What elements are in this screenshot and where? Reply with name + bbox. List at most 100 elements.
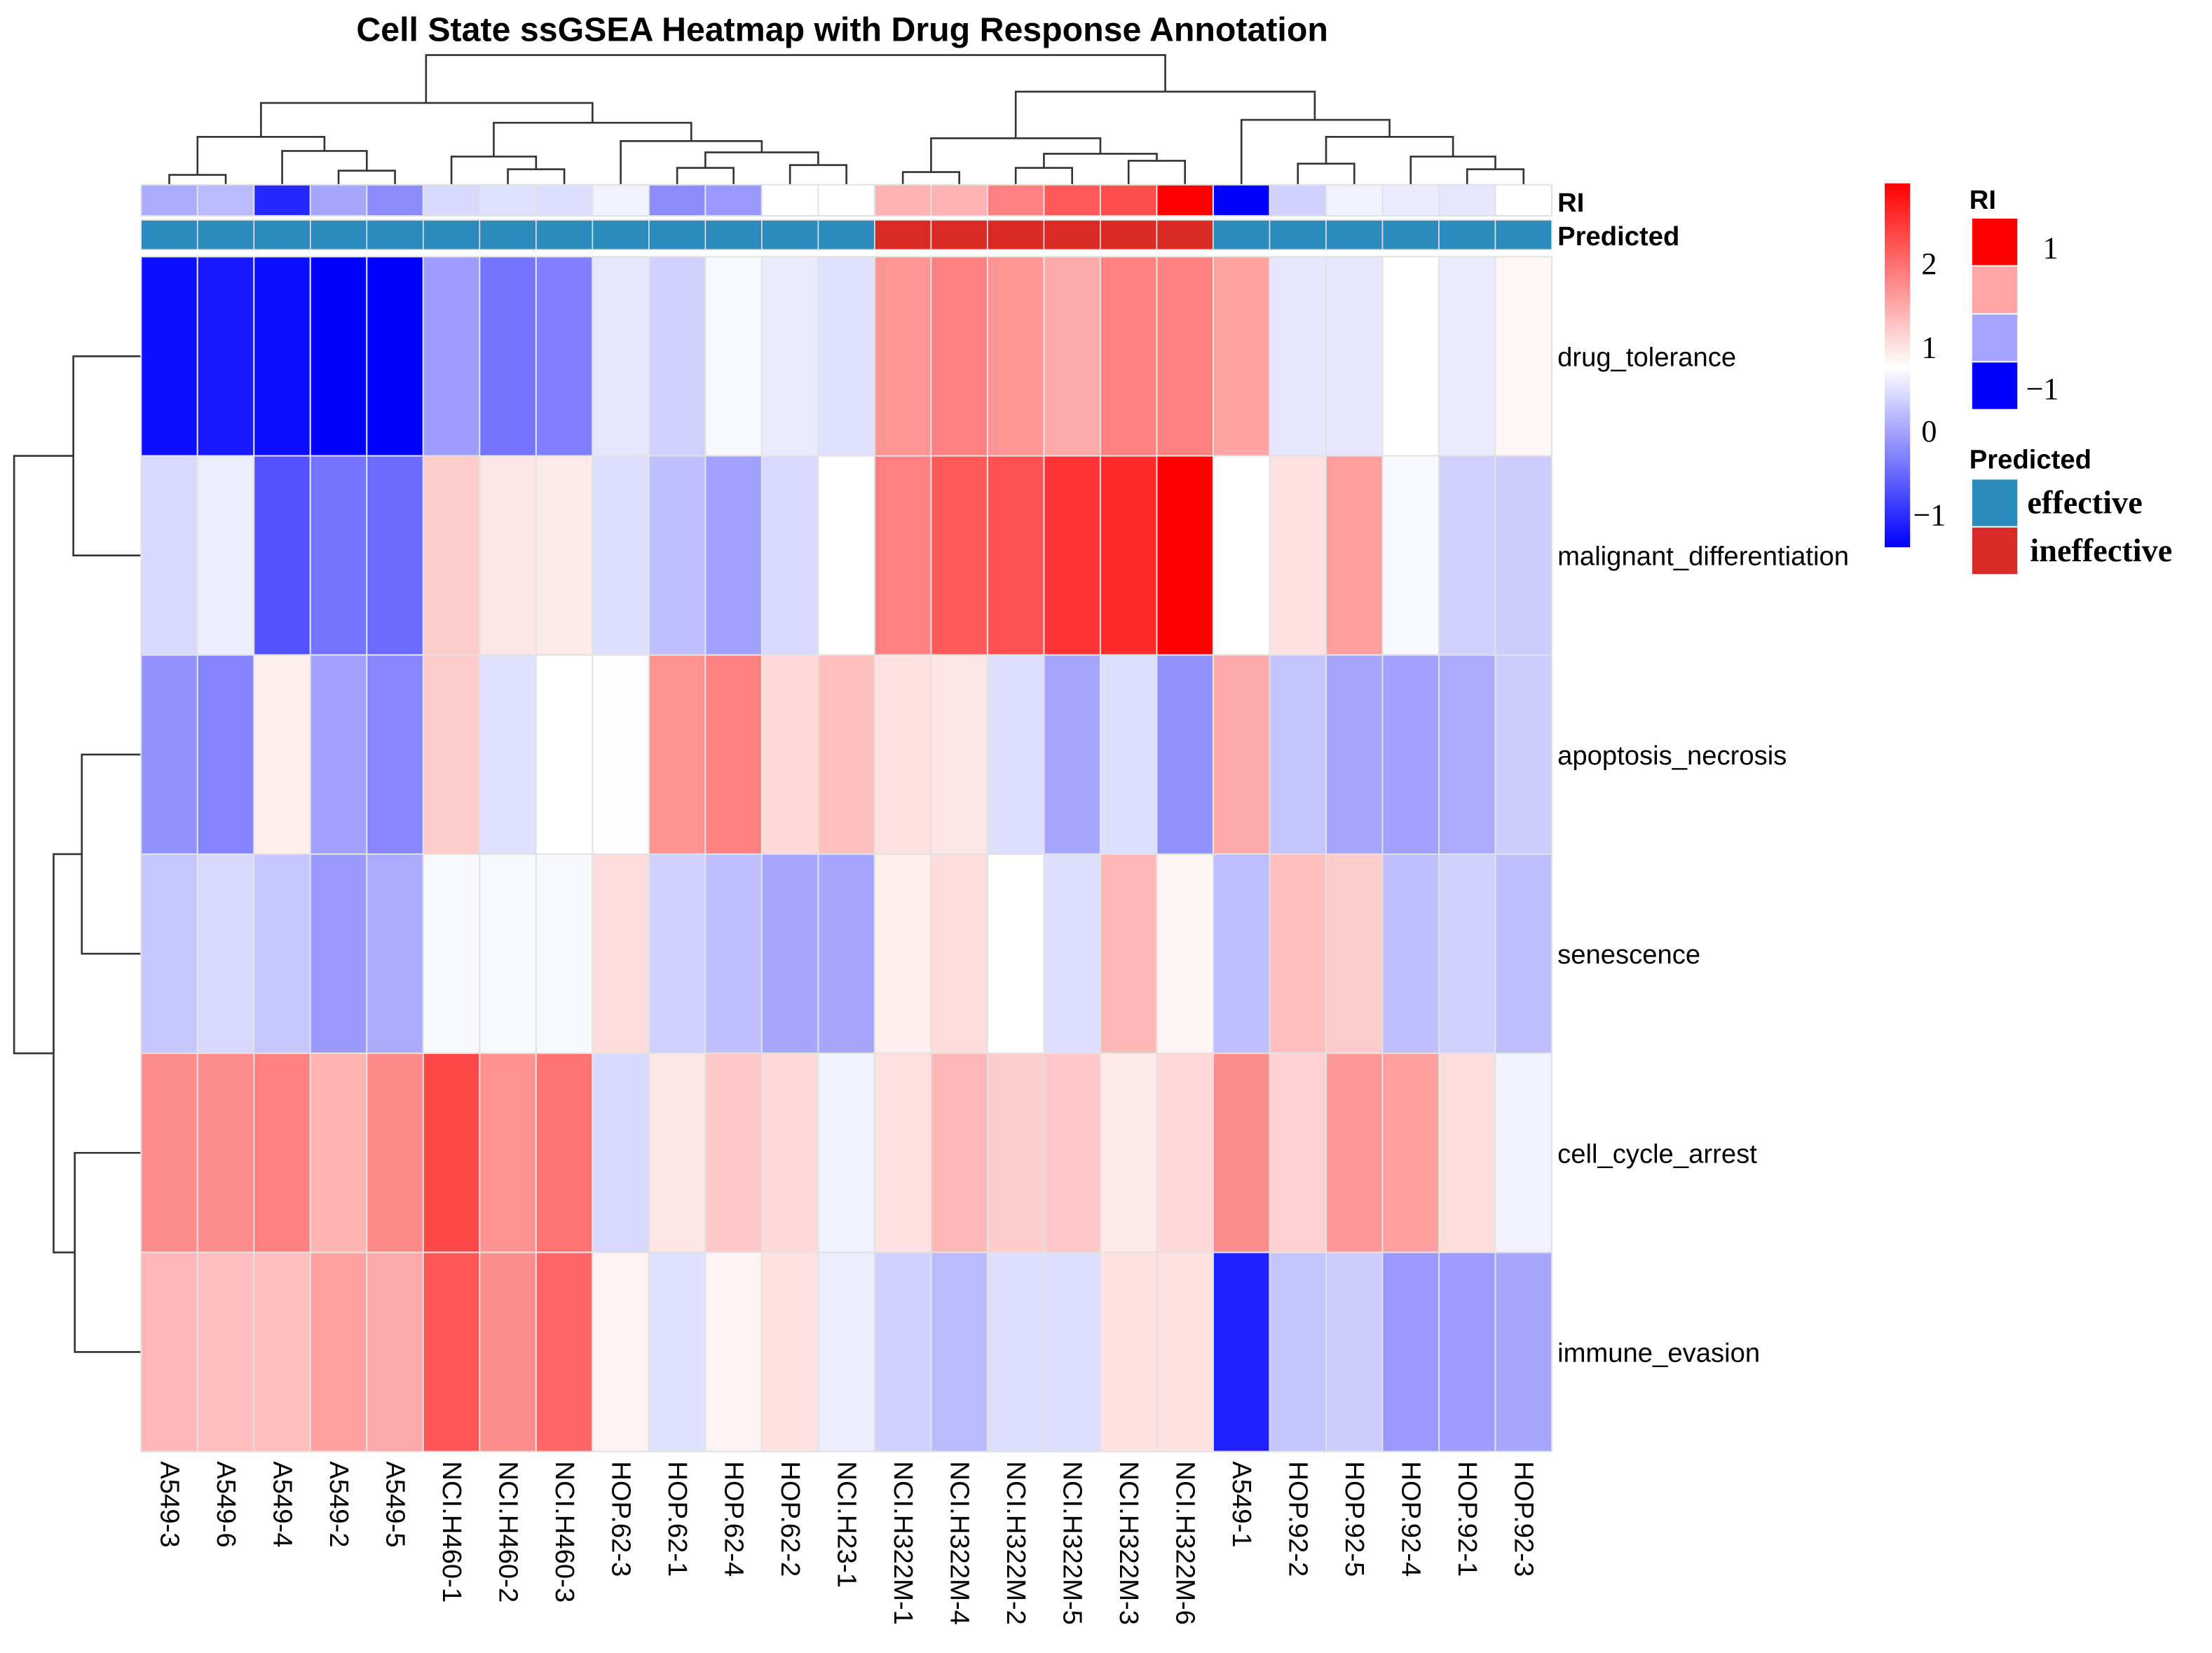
heatmap-cell [1438,1251,1496,1453]
ri-cell [986,184,1045,217]
heatmap-cell [592,853,650,1055]
dendrogram-branch [1297,163,1356,185]
column-label: A549-5 [380,1461,410,1547]
heatmap-cell [1381,1052,1440,1254]
heatmap-cell [479,853,537,1055]
predicted-cell-effective [479,219,537,251]
color-scale-tick: 0 [1921,414,1937,448]
heatmap-cell [309,853,368,1055]
predicted-cell-ineffective [874,219,932,251]
heatmap-cell [1212,853,1271,1055]
heatmap-cell [817,1251,875,1453]
heatmap-cell [704,654,763,855]
ri-legend-swatch [1972,219,2018,266]
heatmap-cell [1099,853,1158,1055]
ri-cell [592,184,650,217]
heatmap-cell [817,256,875,457]
heatmap-cell [930,1052,988,1254]
heatmap-cell [704,455,763,656]
chart-title: Cell State ssGSEA Heatmap with Drug Resp… [356,11,1328,48]
predicted-cell-effective [196,219,255,251]
dendrogram-branch [1014,90,1316,139]
heatmap-cell [1099,654,1158,855]
ri-cell [648,184,706,217]
predicted-cell-ineffective [1100,219,1158,251]
heatmap-cell [140,256,198,457]
column-label: A549-2 [324,1461,354,1547]
heatmap-cell [704,1251,763,1453]
heatmap-cell [760,654,819,855]
dendrogram-branch [1325,135,1454,164]
heatmap-cell [422,1052,481,1254]
column-label: A549-3 [154,1461,184,1547]
heatmap-cell [1438,455,1496,656]
heatmap-cell [1269,654,1327,855]
predicted-cell-effective [366,219,424,251]
ri-cell [1325,184,1384,217]
ri-cell [196,184,255,217]
row-dendrogram [13,355,142,1353]
heatmap-cell [760,1052,819,1254]
ri-cell [1494,184,1553,217]
heatmap-cell [760,256,819,457]
color-scale-tick: 2 [1921,247,1937,281]
ri-cell [817,184,875,217]
predicted-cell-effective [761,219,819,251]
dendrogram-branch [1466,168,1525,185]
dendrogram-branch [425,54,1166,103]
predicted-cell-effective [817,219,875,251]
heatmap-cell [422,1251,481,1453]
heatmap-cell [648,853,706,1055]
ri-cell [1438,184,1496,217]
column-label: A549-1 [1227,1461,1257,1547]
heatmap-cell [140,1052,198,1254]
heatmap-cell [760,455,819,656]
ri-legend-swatch [1972,266,2018,313]
heatmap-cell [535,853,594,1055]
ri-cell [479,184,537,217]
predicted-cell-effective [704,219,763,251]
heatmap-cell [873,853,932,1055]
heatmap-cell [140,654,198,855]
heatmap-cell [704,1052,763,1254]
heatmap-cell [817,654,875,855]
heatmap-cell [196,654,255,855]
ri-legend-tick-low: −1 [2026,372,2059,406]
heatmap-cell [1212,1251,1271,1453]
heatmap-cell [930,1251,988,1453]
row-label: cell_cycle_arrest [1557,1139,1757,1169]
heatmap-cell [1438,654,1496,855]
heatmap-cell [1043,654,1101,855]
column-label: NCI.H322M-2 [1001,1461,1031,1625]
heatmap-cell [1156,853,1214,1055]
heatmap-cell [1156,654,1214,855]
column-label: NCI.H322M-3 [1114,1461,1144,1625]
dendrogram-branch [81,753,142,955]
heatmap-cell [704,853,763,1055]
column-label: NCI.H460-1 [437,1461,467,1603]
predicted-cell-effective [423,219,481,251]
dendrogram-branch [53,853,82,1254]
heatmap-cell [986,1251,1045,1453]
heatmap-cell [1269,1251,1327,1453]
column-label: NCI.H23-1 [832,1461,862,1588]
dendrogram-branch [13,455,74,1055]
dendrogram-branch [1409,156,1496,185]
heatmap-cell [1494,654,1553,855]
predicted-cell-effective [1325,219,1384,251]
ri-cell [366,184,424,217]
predicted-annotation-band [140,219,1552,251]
dendrogram-branch [450,156,538,185]
heatmap-cell [1212,455,1271,656]
column-label: HOP.92-5 [1339,1461,1370,1577]
predicted-cell-ineffective [1156,219,1214,251]
row-label: immune_evasion [1557,1338,1760,1369]
heatmap-cell [422,853,481,1055]
heatmap-cell [309,256,368,457]
column-label: NCI.H460-2 [493,1461,524,1603]
heatmap-cell [196,853,255,1055]
color-scale-tick: 1 [1921,331,1937,365]
ri-cell [1043,184,1101,217]
predicted-cell-effective [1438,219,1496,251]
column-label: HOP.62-2 [775,1461,805,1577]
